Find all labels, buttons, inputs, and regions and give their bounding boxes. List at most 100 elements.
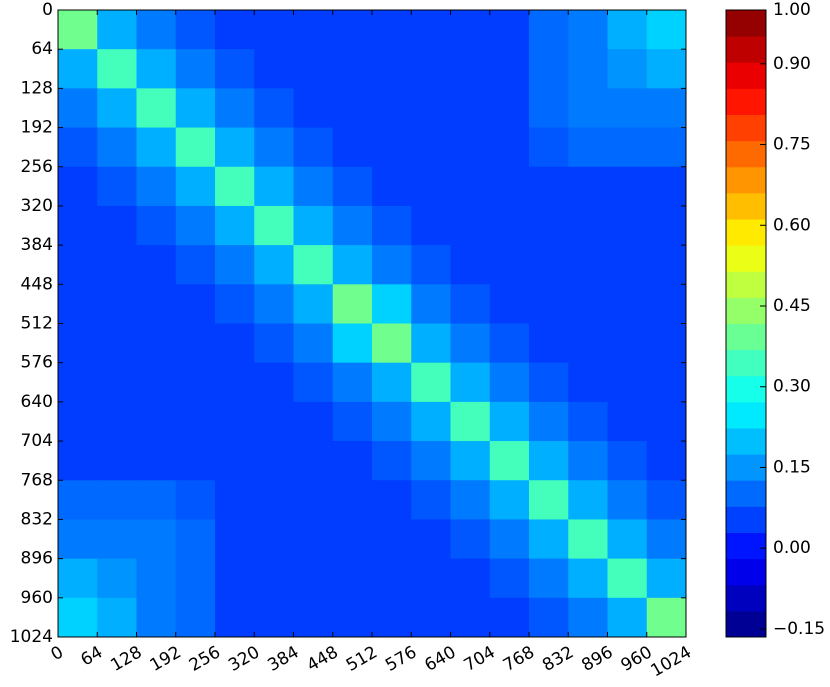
heatmap-cell [58, 166, 98, 207]
x-tick-label: 576 [382, 642, 420, 676]
heatmap-cell [332, 441, 373, 481]
heatmap-cell [97, 323, 137, 364]
heatmap-cell [568, 88, 608, 129]
heatmap-cell [293, 127, 334, 168]
heatmap-cell [97, 519, 137, 560]
heatmap-cell [568, 10, 608, 50]
heatmap-cell [450, 401, 491, 442]
heatmap-cell [529, 323, 569, 364]
heatmap-cell [97, 127, 137, 168]
heatmap-cell [607, 166, 648, 207]
heatmap-cell [58, 205, 98, 246]
heatmap-cell [568, 362, 608, 403]
heatmap-cell [254, 245, 294, 285]
heatmap-cell [136, 10, 177, 50]
heatmap-cell [332, 362, 373, 403]
heatmap-cell [97, 284, 137, 324]
x-tick-label: 896 [578, 642, 616, 676]
heatmap-cell [411, 441, 451, 481]
heatmap-cell [450, 284, 491, 324]
heatmap-cell [215, 558, 255, 599]
heatmap-cell [215, 49, 255, 89]
heatmap-cell [175, 323, 216, 364]
colorbar-step [726, 114, 766, 142]
heatmap-cell [58, 127, 98, 168]
x-tick-label: 512 [343, 642, 381, 676]
heatmap-cell [489, 10, 530, 50]
heatmap-cell [332, 519, 373, 560]
heatmap-cell [97, 49, 137, 89]
heatmap-cell [568, 284, 608, 324]
heatmap-cell [646, 519, 687, 560]
colorbar-step [726, 349, 766, 377]
heatmap-cell [529, 127, 569, 168]
heatmap-cell [136, 323, 177, 364]
heatmap-cell [411, 480, 451, 520]
heatmap-cell [450, 441, 491, 481]
heatmap-cell [293, 519, 334, 560]
heatmap-cell [58, 10, 98, 50]
colorbar-step [726, 88, 766, 115]
heatmap-cell [411, 401, 451, 442]
colorbar-tick-label: 0.75 [773, 135, 811, 155]
heatmap-cell [215, 519, 255, 560]
heatmap-cell [607, 245, 648, 285]
heatmap-cell [97, 10, 137, 50]
heatmap-cell [97, 401, 137, 442]
heatmap-cell [568, 166, 608, 207]
heatmap-cell [215, 401, 255, 442]
heatmap-cell [293, 362, 334, 403]
heatmap-cell [450, 558, 491, 599]
heatmap-cell [215, 245, 255, 285]
heatmap-cell [646, 480, 687, 520]
heatmap-cell [607, 401, 648, 442]
heatmap-cell [175, 441, 216, 481]
y-tick-label: 768 [21, 470, 53, 490]
colorbar-step [726, 219, 766, 246]
colorbar-step [726, 271, 766, 298]
heatmap-cell [254, 205, 294, 246]
heatmap-cell [293, 205, 334, 246]
heatmap-cell [97, 205, 137, 246]
heatmap-cell [332, 245, 373, 285]
heatmap-cell [254, 88, 294, 129]
heatmap-cell [411, 362, 451, 403]
colorbar-step [726, 166, 766, 194]
heatmap-cell [58, 284, 98, 324]
heatmap-cell [254, 597, 294, 638]
heatmap-cell [529, 558, 569, 599]
x-tick-label: 128 [107, 642, 145, 676]
heatmap-cell [450, 323, 491, 364]
heatmap-cell [293, 323, 334, 364]
heatmap-cell [568, 597, 608, 638]
heatmap-cell [58, 88, 98, 129]
heatmap-cell [97, 362, 137, 403]
heatmap-cell [332, 166, 373, 207]
heatmap-cell [58, 558, 98, 599]
heatmap-cell [607, 519, 648, 560]
heatmap-cell [58, 245, 98, 285]
heatmap-cell [411, 205, 451, 246]
heatmap-cell [568, 323, 608, 364]
heatmap-cell [411, 10, 451, 50]
y-tick-label: 1024 [10, 627, 53, 647]
heatmap-cell [646, 166, 687, 207]
heatmap-cell [372, 127, 412, 168]
heatmap-cell [58, 519, 98, 560]
heatmap-cell [529, 88, 569, 129]
heatmap-cell [489, 205, 530, 246]
heatmap-cell [450, 519, 491, 560]
heatmap-cell [646, 127, 687, 168]
heatmap-cell [293, 480, 334, 520]
heatmap-cell [568, 441, 608, 481]
heatmap-cell [529, 205, 569, 246]
heatmap-cell [529, 245, 569, 285]
heatmap-cell [215, 362, 255, 403]
heatmap-cell [372, 88, 412, 129]
heatmap-cell [175, 127, 216, 168]
heatmap-cell [293, 401, 334, 442]
heatmap-cell [97, 245, 137, 285]
heatmap-cell [411, 519, 451, 560]
heatmap-cell [489, 127, 530, 168]
x-tick-label: 640 [421, 642, 459, 676]
